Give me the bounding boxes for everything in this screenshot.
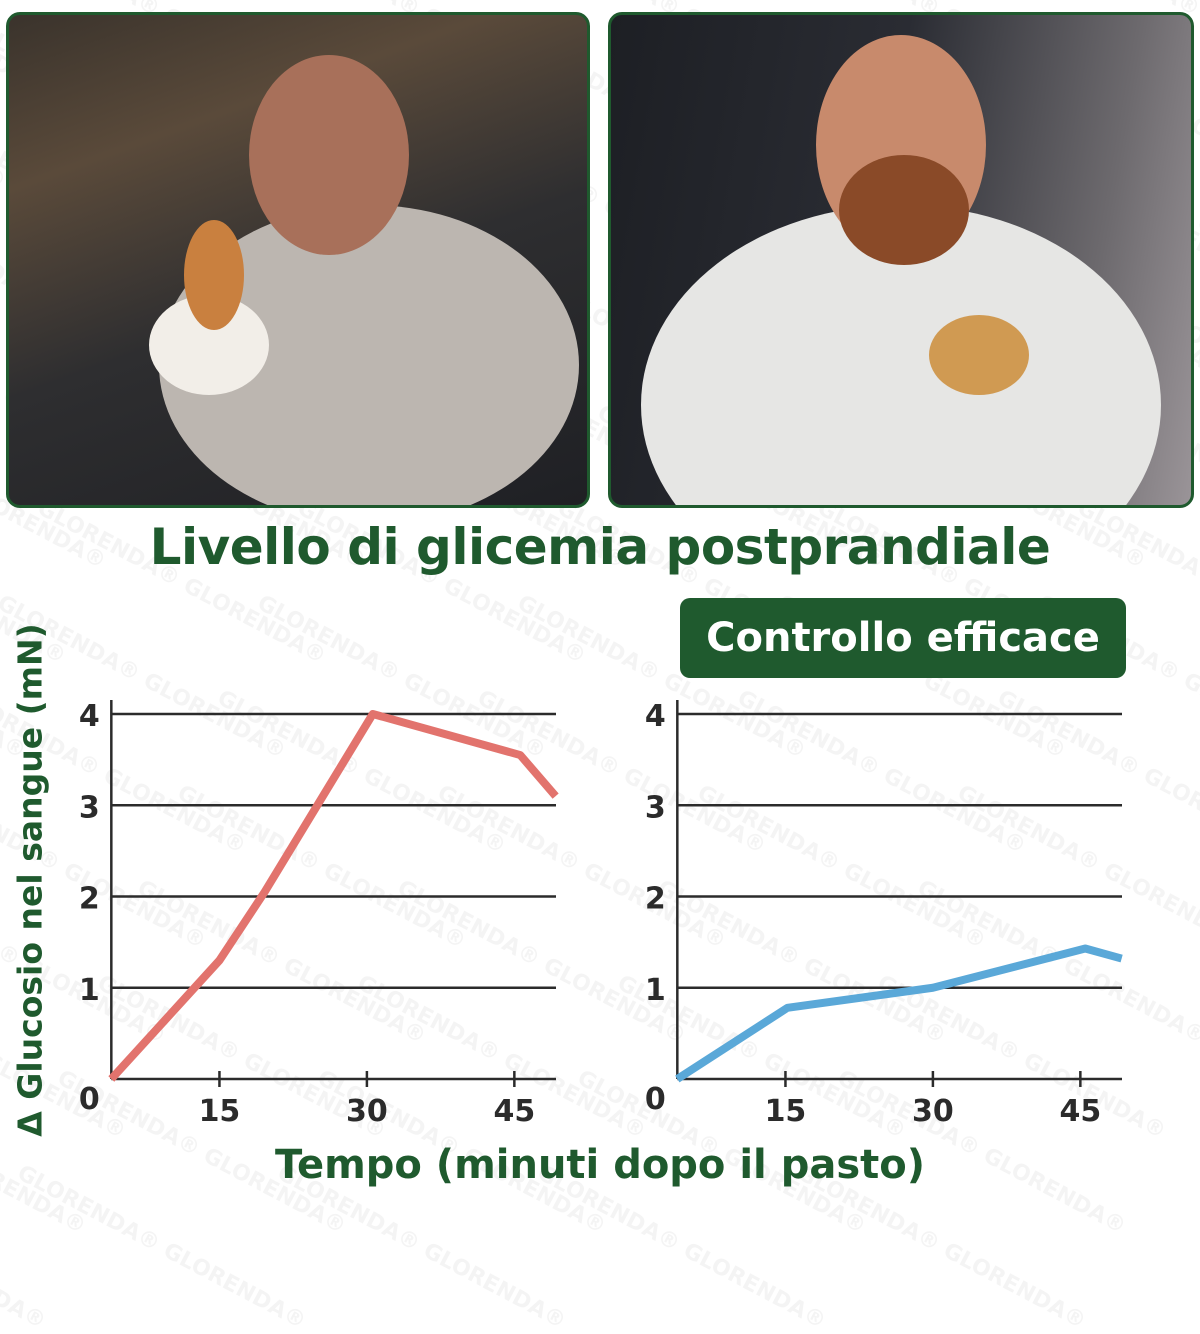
y-tick-label: 4 [79, 699, 100, 734]
y-tick-label: 1 [79, 973, 100, 1008]
x-axis-label: Tempo (minuti dopo il pasto) [0, 1142, 1200, 1188]
y-tick-label: 1 [645, 973, 666, 1008]
y-tick-label: 2 [79, 882, 100, 917]
y-tick-label: 2 [645, 882, 666, 917]
x-tick-label: 45 [493, 1094, 535, 1129]
y-tick-label: 0 [79, 1082, 100, 1117]
x-tick-label: 30 [912, 1094, 954, 1129]
x-tick-label: 15 [199, 1094, 241, 1129]
y-tick-label: 4 [645, 699, 666, 734]
y-tick-label: 3 [645, 790, 666, 825]
y-tick-label: 0 [645, 1082, 666, 1117]
x-tick-label: 45 [1059, 1094, 1101, 1129]
x-tick-label: 30 [346, 1094, 388, 1129]
y-tick-label: 3 [79, 790, 100, 825]
charts: 0 1 2 3 4 15 30 45 0 1 2 3 4 15 30 45 [0, 0, 1200, 1200]
series-line-controlled [677, 949, 1121, 1079]
y-axis-label: Δ Glucosio nel sangue (mN) [11, 623, 50, 1137]
x-tick-label: 15 [765, 1094, 807, 1129]
